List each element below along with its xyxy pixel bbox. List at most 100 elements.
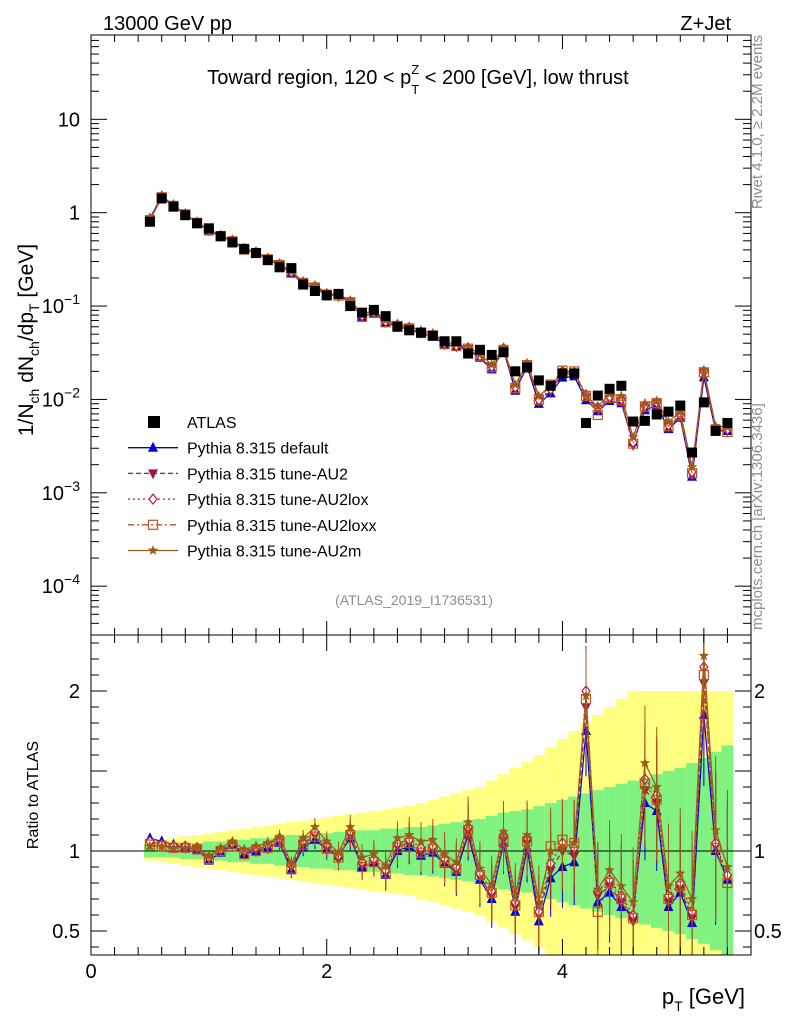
analysis-watermark: (ATLAS_2019_I1736531)	[335, 592, 493, 608]
x-axis-label: pT [GeV]	[662, 984, 745, 1014]
ratio-point-au2m	[415, 835, 427, 846]
atlas-point	[298, 279, 309, 290]
ratio-y-axis-label: Ratio to ATLAS	[25, 741, 42, 849]
ratio-point-au2m	[439, 848, 450, 859]
ratio-point-au2m	[168, 842, 179, 853]
legend-label: Pythia 8.315 tune-AU2	[187, 466, 348, 483]
atlas-point	[168, 201, 179, 212]
atlas-point	[357, 307, 368, 318]
atlas-point	[463, 348, 474, 359]
x-tick-labels: 0 2 4	[85, 961, 568, 983]
atlas-point	[239, 243, 250, 254]
main-point-au2m	[616, 390, 627, 401]
atlas-point	[439, 336, 450, 347]
legend-marker	[147, 545, 159, 555]
main-point-au2m	[498, 342, 509, 353]
main-point-au2m	[663, 416, 674, 427]
atlas-point	[392, 321, 403, 332]
main-point-au2m	[675, 406, 686, 417]
ratio-point-au2m	[663, 880, 674, 891]
atlas-point	[192, 218, 203, 229]
x-tick-label: 0	[85, 961, 96, 983]
atlas-point	[498, 347, 509, 358]
atlas-point	[510, 366, 521, 377]
main-point-au2m	[580, 390, 592, 400]
atlas-point	[203, 223, 214, 234]
legend-label: Pythia 8.315 tune-AU2m	[187, 544, 361, 561]
ratio-point-au2m	[392, 832, 403, 843]
atlas-point	[416, 327, 426, 338]
atlas-point	[581, 417, 591, 428]
atlas-point	[156, 193, 167, 204]
ratio-point-au2m	[180, 842, 191, 853]
ratio-point-au2m	[309, 821, 321, 832]
ratio-point-au2m	[404, 829, 415, 840]
atlas-point	[451, 336, 462, 347]
atlas-point	[321, 290, 332, 301]
legend-entry-au2lox: Pythia 8.315 tune-AU2lox	[128, 492, 368, 509]
ratio-point-au2m	[427, 834, 438, 845]
ratio-point-au2m	[286, 858, 297, 869]
main-y-tick-label: 10	[58, 109, 80, 131]
ratio-y-tick-label-right: 2	[754, 681, 765, 703]
main-point-au2m	[533, 390, 545, 401]
legend: ATLAS Pythia 8.315 default Pythia 8.315 tu…	[128, 415, 376, 561]
plot-title: Toward region, 120 < pTZ < 200 [GeV], lo…	[207, 62, 629, 97]
ratio-point-au2m	[580, 690, 592, 701]
atlas-point	[251, 248, 261, 259]
ratio-line-au2loxx	[149, 674, 728, 921]
ratio-point-au2m	[521, 829, 533, 840]
legend-entry-au2: Pythia 8.315 tune-AU2	[128, 466, 348, 483]
main-point-au2m	[710, 420, 721, 431]
ratio-point-au2m	[486, 879, 497, 889]
main-point-au2m	[309, 279, 321, 290]
x-tick-label: 4	[557, 961, 568, 983]
ratio-point-au2m	[710, 824, 721, 835]
main-point-au2m	[345, 294, 356, 305]
atlas-point	[522, 362, 533, 373]
atlas-point	[227, 237, 238, 248]
ratio-y-tick-labels: 0.5 0.5 1 1 2 2	[52, 681, 782, 943]
atlas-point	[722, 417, 733, 428]
ratio-point-au2m	[203, 850, 215, 861]
atlas-point	[687, 447, 698, 458]
main-point-au2m	[639, 397, 651, 408]
ratio-y-tick-label: 1	[69, 841, 80, 863]
main-y-tick-label: 1	[69, 203, 80, 225]
atlas-point	[545, 380, 556, 391]
legend-marker	[148, 416, 160, 428]
ratio-point-au2m	[215, 842, 226, 853]
atlas-point	[663, 406, 674, 417]
atlas-point	[368, 304, 379, 315]
atlas-point	[144, 216, 155, 227]
legend-marker	[148, 493, 158, 506]
atlas-point	[286, 263, 297, 274]
main-point-au2m	[698, 364, 710, 375]
x-tick-label: 2	[321, 961, 332, 983]
main-point-au2m	[510, 379, 521, 390]
ratio-point-au2m	[250, 840, 262, 851]
ratio-point-au2m	[686, 893, 698, 904]
header-right: Z+Jet	[680, 13, 731, 35]
main-y-tick-label: 10−3	[42, 478, 80, 505]
ratio-axis-ticks	[90, 635, 752, 955]
main-point-au2m	[686, 461, 698, 472]
legend-entry-au2m: Pythia 8.315 tune-AU2m	[128, 544, 361, 561]
ratio-point-au2m	[533, 896, 545, 907]
legend-marker	[148, 469, 158, 480]
atlas-point	[309, 285, 320, 296]
ratio-point-au2m	[627, 896, 639, 907]
atlas-point	[592, 390, 603, 401]
ratio-point-au2m	[297, 832, 309, 843]
main-point-au2m	[627, 431, 639, 442]
ratio-panel: 0.5 0.5 1 1 2 2 0 2 4 Ratio to ATLAS pT [GeV]	[25, 634, 782, 1014]
ratio-point-au2m	[368, 848, 380, 859]
legend-entry-atlas: ATLAS	[148, 415, 237, 432]
ratio-point-au2m	[239, 843, 250, 854]
atlas-point	[628, 416, 639, 427]
atlas-point	[675, 400, 686, 411]
ratio-point-au2m	[510, 890, 521, 901]
ratio-point-au2m	[451, 856, 462, 867]
legend-entry-default: Pythia 8.315 default	[128, 441, 329, 458]
